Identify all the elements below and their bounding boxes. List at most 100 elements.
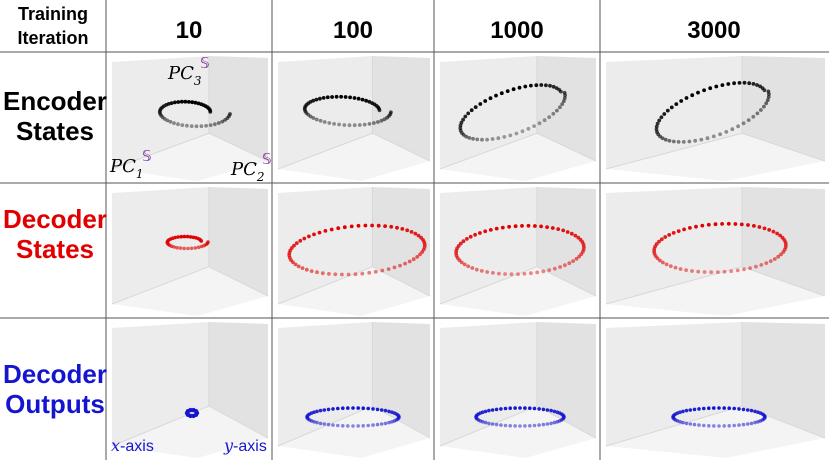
panel-edge	[741, 132, 826, 162]
trajectory-point	[508, 424, 512, 428]
panel-edge	[439, 266, 538, 305]
panel-edge	[208, 405, 269, 439]
trajectory-point	[694, 224, 698, 229]
trajectory-point	[499, 423, 503, 427]
trajectory-point	[193, 100, 198, 105]
trajectory-point	[466, 264, 471, 269]
trajectory-point	[294, 241, 299, 246]
trajectory-point	[513, 224, 518, 229]
trajectory-point	[505, 89, 510, 93]
trajectory-point	[727, 424, 731, 428]
trajectory-point	[532, 423, 537, 428]
trajectory-point	[537, 121, 542, 126]
trajectory-point	[488, 96, 493, 101]
panel-edge	[111, 266, 210, 305]
decoder-states-trajectory-10	[165, 234, 210, 251]
trajectory-point	[545, 422, 550, 426]
row-label-encoder-line2: States	[16, 116, 94, 146]
trajectory-point	[480, 137, 484, 142]
trajectory-point	[315, 409, 319, 414]
trajectory-point	[518, 406, 522, 410]
panel-floor	[278, 133, 430, 181]
trajectory-point	[223, 118, 228, 122]
trajectory-point	[513, 406, 517, 410]
trajectory-point	[762, 88, 767, 93]
trajectory-point	[681, 420, 685, 425]
trajectory-point	[707, 406, 711, 411]
trajectory-point	[702, 88, 706, 93]
trajectory-point	[759, 108, 763, 112]
trajectory-point	[658, 258, 662, 263]
trajectory-point	[696, 269, 701, 274]
panel-right-wall	[208, 322, 268, 438]
trajectory-point	[751, 114, 756, 119]
panel-encoder-3000	[605, 56, 826, 181]
trajectory-point	[490, 137, 495, 141]
trajectory-point	[317, 230, 322, 235]
trajectory-point	[470, 266, 475, 270]
trajectory-point	[545, 408, 550, 412]
trajectory-point	[765, 98, 770, 102]
trajectory-point	[569, 231, 574, 236]
trajectory-point	[717, 406, 721, 410]
trajectory-point	[775, 231, 779, 236]
trajectory-point	[748, 266, 752, 270]
trajectory-point	[720, 222, 724, 226]
trajectory-point	[370, 223, 374, 228]
panel-encoder-1000	[439, 56, 597, 181]
panel-floor	[278, 406, 430, 458]
trajectory-point	[376, 120, 380, 124]
trajectory-point	[380, 268, 385, 273]
encoder-trajectory-100	[302, 94, 393, 128]
trajectory-point	[513, 424, 517, 428]
trajectory-point	[360, 97, 365, 102]
trajectory-point	[383, 224, 387, 229]
trajectory-point	[341, 424, 345, 428]
trajectory-point	[552, 266, 557, 271]
trajectory-point	[176, 122, 180, 127]
panel-floor	[112, 266, 268, 316]
trajectory-point	[478, 102, 483, 106]
trajectory-point	[503, 272, 507, 276]
trajectory-point	[347, 123, 352, 128]
panel-decoder-states-10	[111, 187, 269, 316]
row-label-encoder-line1: Encoder	[3, 86, 107, 116]
trajectory-point	[382, 117, 387, 122]
trajectory-point	[559, 89, 563, 94]
trajectory-point	[562, 96, 567, 100]
trajectory-point	[745, 422, 750, 426]
trajectory-point	[327, 272, 331, 276]
trajectory-point	[416, 233, 421, 238]
trajectory-point	[386, 267, 391, 271]
trajectory-point	[528, 406, 532, 411]
corner-header-line2: Iteration	[17, 28, 88, 48]
trajectory-point	[293, 262, 298, 267]
panel-edge	[605, 405, 743, 447]
trajectory-point	[682, 227, 686, 232]
trajectory-point	[552, 420, 557, 425]
trajectory-point	[199, 244, 204, 249]
trajectory-point	[720, 83, 725, 87]
panel-floor	[606, 266, 825, 316]
trajectory-point	[523, 84, 528, 89]
panel-right-wall	[208, 187, 268, 296]
trajectory-point	[577, 254, 582, 259]
trajectory-point	[752, 224, 756, 228]
trajectory-point	[320, 271, 325, 276]
trajectory-point	[487, 421, 491, 426]
panel-left-wall	[112, 322, 209, 446]
trajectory-point	[331, 407, 335, 411]
trajectory-point	[379, 422, 384, 426]
panel-left-wall	[112, 187, 209, 304]
trajectory-point	[688, 226, 692, 230]
trajectory-point	[289, 246, 294, 250]
panel-right-wall	[741, 56, 825, 161]
panel-right-wall	[208, 56, 268, 161]
panel-floor	[440, 266, 596, 316]
panel-left-wall	[278, 56, 373, 169]
trajectory-point	[321, 96, 326, 100]
trajectory-point	[664, 262, 669, 267]
trajectory-point	[556, 227, 561, 232]
